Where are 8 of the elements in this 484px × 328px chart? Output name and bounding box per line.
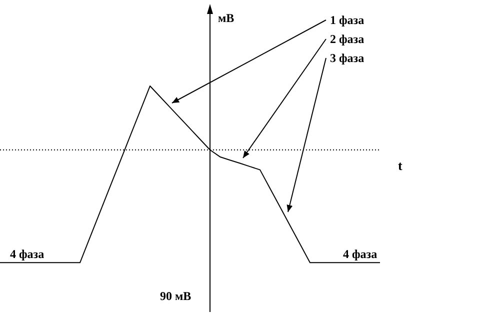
text: 3 фаза	[330, 51, 364, 65]
annotation: 4 фаза	[10, 247, 44, 261]
text: 2 фаза	[330, 32, 364, 46]
annotation: 4 фаза	[343, 247, 378, 261]
text: мВ	[218, 11, 234, 25]
text: 1 фаза	[330, 13, 364, 27]
x-axis-title: t	[398, 158, 403, 173]
text: 90 мВ	[160, 289, 192, 303]
